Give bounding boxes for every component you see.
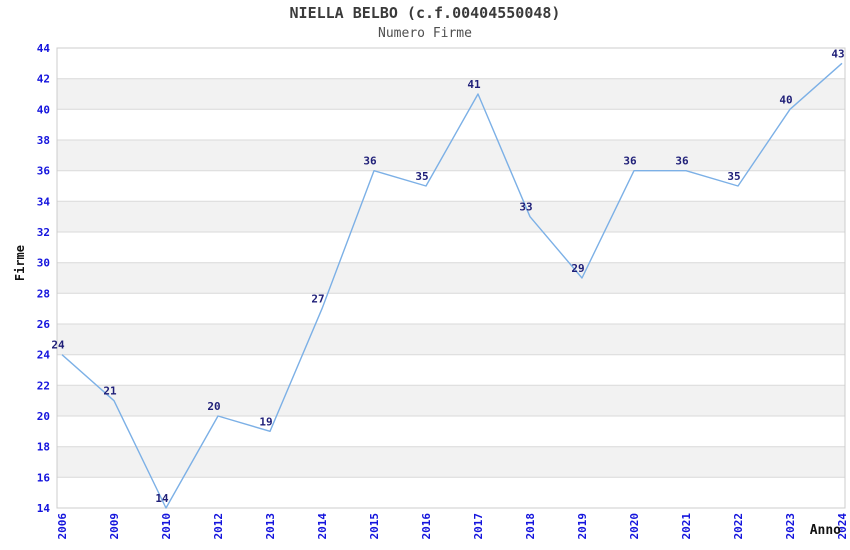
data-point-label: 19 [259,415,272,428]
y-tick-label: 28 [37,287,50,300]
plot-band [57,385,845,416]
data-point-label: 14 [155,492,169,505]
x-tick-label: 2024 [836,513,849,540]
data-point-label: 29 [571,262,584,275]
plot-band [57,446,845,478]
x-tick-label: 2006 [56,513,69,540]
data-point-label: 36 [363,155,377,168]
y-tick-label: 42 [37,73,50,86]
x-tick-label: 2014 [316,513,329,540]
y-tick-label: 44 [37,42,51,55]
y-tick-label: 16 [37,471,51,484]
x-axis-title: Anno [809,523,841,538]
data-point-label: 33 [519,201,532,214]
data-point-label: 20 [207,400,220,413]
chart-title: NIELLA BELBO (c.f.00404550048) [289,4,561,22]
y-axis-title: Firme [13,245,27,282]
x-tick-label: 2018 [524,513,537,540]
x-tick-label: 2022 [732,513,745,540]
data-point-label: 43 [831,47,844,60]
data-point-label: 27 [311,293,324,306]
y-tick-label: 32 [37,226,50,239]
plot-band [57,262,845,294]
y-tick-label: 18 [37,441,50,454]
x-tick-label: 2016 [420,513,433,540]
plot-border [56,47,846,509]
y-tick-label: 30 [37,257,50,270]
y-tick-label: 20 [37,410,50,423]
y-tick-label: 22 [37,379,50,392]
plot-band [57,78,845,110]
x-tick-label: 2009 [108,513,121,540]
data-point-label: 35 [727,170,740,183]
data-point-label: 40 [779,93,792,106]
y-tick-label: 24 [37,349,51,362]
x-tick-label: 2021 [680,513,693,540]
chart-subtitle: Numero Firme [378,26,472,41]
y-tick-label: 26 [37,318,51,331]
data-point-label: 41 [467,78,481,91]
x-tick-label: 2013 [264,513,277,540]
x-tick-label: 2012 [212,513,225,540]
y-tick-label: 14 [37,502,51,515]
x-tick-label: 2020 [628,513,641,540]
y-tick-label: 38 [37,134,50,147]
x-tick-label: 2010 [160,513,173,540]
plot-band [57,201,845,232]
data-point-label: 36 [623,155,637,168]
x-tick-label: 2023 [784,513,797,540]
data-point-label: 36 [675,155,689,168]
x-tick-label: 2015 [368,513,381,540]
x-tick-label: 2019 [576,513,589,540]
y-tick-label: 40 [37,103,50,116]
y-tick-label: 36 [37,165,51,178]
plot-band [57,140,845,171]
data-point-label: 21 [103,385,117,398]
data-point-label: 24 [51,339,65,352]
x-tick-label: 2017 [472,513,485,540]
plot-band [57,324,845,355]
data-point-label: 35 [415,170,428,183]
series-line [61,62,843,509]
y-tick-label: 34 [37,195,51,208]
